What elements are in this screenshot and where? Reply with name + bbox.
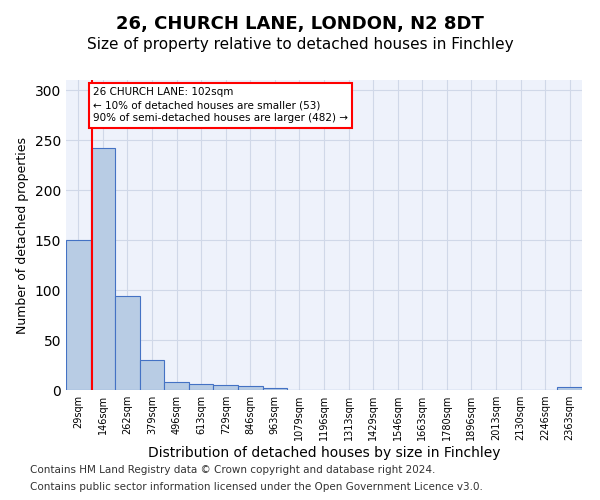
Bar: [66, 240, 91, 390]
Text: 26 CHURCH LANE: 102sqm
← 10% of detached houses are smaller (53)
90% of semi-det: 26 CHURCH LANE: 102sqm ← 10% of detached…: [93, 87, 348, 124]
Bar: [140, 360, 164, 390]
Bar: [164, 382, 189, 390]
Bar: [263, 388, 287, 390]
Text: Contains HM Land Registry data © Crown copyright and database right 2024.: Contains HM Land Registry data © Crown c…: [30, 465, 436, 475]
Text: Contains public sector information licensed under the Open Government Licence v3: Contains public sector information licen…: [30, 482, 483, 492]
Bar: [214, 385, 238, 390]
Text: Size of property relative to detached houses in Finchley: Size of property relative to detached ho…: [86, 38, 514, 52]
Bar: [238, 386, 263, 390]
Bar: [189, 384, 214, 390]
X-axis label: Distribution of detached houses by size in Finchley: Distribution of detached houses by size …: [148, 446, 500, 460]
Bar: [115, 296, 140, 390]
Text: 26, CHURCH LANE, LONDON, N2 8DT: 26, CHURCH LANE, LONDON, N2 8DT: [116, 15, 484, 33]
Bar: [557, 387, 582, 390]
Bar: [91, 148, 115, 390]
Y-axis label: Number of detached properties: Number of detached properties: [16, 136, 29, 334]
